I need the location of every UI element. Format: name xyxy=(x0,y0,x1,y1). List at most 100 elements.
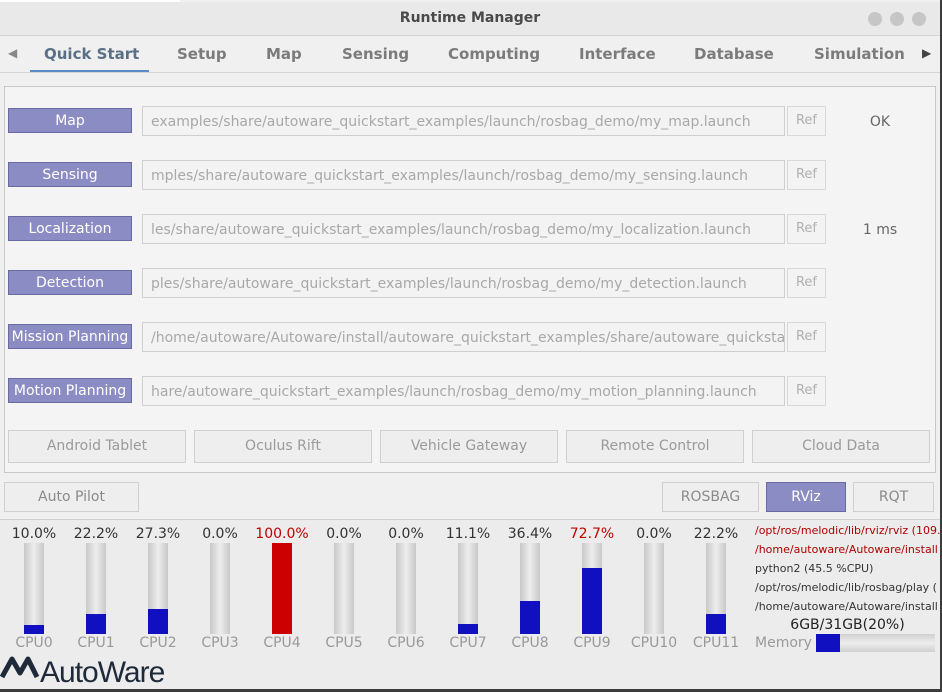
memory-label: Memory xyxy=(755,635,812,651)
cpu-bar-fill xyxy=(458,624,478,634)
tab-setup[interactable]: Setup xyxy=(177,45,227,63)
localization-button[interactable]: Localization xyxy=(8,216,132,241)
cpu-percent: 72.7% xyxy=(562,526,622,542)
tab-simulation[interactable]: Simulation xyxy=(814,45,905,63)
cpu-label: CPU0 xyxy=(4,635,64,651)
cpu-percent: 0.0% xyxy=(376,526,436,542)
cpu-bar-fill xyxy=(148,609,168,634)
cpu-percent: 0.0% xyxy=(314,526,374,542)
cpu-bar xyxy=(582,543,602,634)
cpu-bar xyxy=(334,543,354,634)
motion-planning-path-input[interactable]: hare/autoware_quickstart_examples/launch… xyxy=(142,376,785,406)
tab-interface[interactable]: Interface xyxy=(579,45,656,63)
cpu-percent: 0.0% xyxy=(624,526,684,542)
cpu-label: CPU7 xyxy=(438,635,498,651)
tab-map[interactable]: Map xyxy=(266,45,302,63)
localization-ref-button[interactable]: Ref xyxy=(787,214,826,244)
process-line: python2 (45.5 %CPU) xyxy=(755,562,940,575)
cpu-label: CPU5 xyxy=(314,635,374,651)
cpu-bar-fill xyxy=(520,601,540,634)
rqt-button[interactable]: RQT xyxy=(853,482,934,512)
rviz-button[interactable]: RViz xyxy=(766,482,846,512)
cpu-bar xyxy=(210,543,230,634)
cpu-label: CPU4 xyxy=(252,635,312,651)
cpu-percent: 22.2% xyxy=(66,526,126,542)
cpu-percent: 22.2% xyxy=(686,526,746,542)
mission-planning-path-input[interactable]: /home/autoware/Autoware/install/autoware… xyxy=(142,322,785,352)
memory-bar xyxy=(816,634,935,652)
active-tab-indicator xyxy=(30,70,149,72)
android-tablet-button[interactable]: Android Tablet xyxy=(8,430,186,463)
cpu-bar-fill xyxy=(86,614,106,634)
logo-text: AutoWare xyxy=(40,656,165,688)
cpu-bar-fill xyxy=(24,625,44,634)
detection-ref-button[interactable]: Ref xyxy=(787,268,826,298)
cpu-percent: 11.1% xyxy=(438,526,498,542)
vehicle-gateway-button[interactable]: Vehicle Gateway xyxy=(380,430,558,463)
sensing-ref-button[interactable]: Ref xyxy=(787,160,826,190)
cpu-bar xyxy=(272,543,292,634)
scroll-left-icon[interactable]: ◀ xyxy=(8,46,17,60)
cpu-label: CPU9 xyxy=(562,635,622,651)
process-line: /home/autoware/Autoware/install xyxy=(755,543,940,556)
autoware-logo: AutoWare xyxy=(0,651,186,688)
title-bar: Runtime Manager xyxy=(0,2,940,36)
mission-planning-button[interactable]: Mission Planning xyxy=(8,324,132,349)
tab-quick-start[interactable]: Quick Start xyxy=(44,45,139,63)
cpu-bar xyxy=(644,543,664,634)
cpu-percent: 36.4% xyxy=(500,526,560,542)
scroll-right-icon[interactable]: ▶ xyxy=(922,46,931,60)
maximize-button[interactable] xyxy=(890,12,904,26)
motion-planning-button[interactable]: Motion Planning xyxy=(8,378,132,403)
cpu-label: CPU6 xyxy=(376,635,436,651)
cpu-label: CPU11 xyxy=(686,635,746,651)
window-title: Runtime Manager xyxy=(0,10,940,26)
mission-planning-ref-button[interactable]: Ref xyxy=(787,322,826,352)
cpu-percent: 27.3% xyxy=(128,526,188,542)
tab-database[interactable]: Database xyxy=(694,45,774,63)
localization-path-input[interactable]: les/share/autoware_quickstart_examples/l… xyxy=(142,214,785,244)
tab-bar: ◀ Quick Start Setup Map Sensing Computin… xyxy=(0,36,940,73)
memory-usage-text: 6GB/31GB(20%) xyxy=(755,617,940,633)
map-ref-button[interactable]: Ref xyxy=(787,106,826,136)
cloud-data-button[interactable]: Cloud Data xyxy=(752,430,930,463)
map-status: OK xyxy=(840,114,920,130)
close-button[interactable] xyxy=(912,12,926,26)
sensing-button[interactable]: Sensing xyxy=(8,162,132,187)
oculus-rift-button[interactable]: Oculus Rift xyxy=(194,430,372,463)
detection-button[interactable]: Detection xyxy=(8,270,132,295)
tab-computing[interactable]: Computing xyxy=(448,45,540,63)
localization-status: 1 ms xyxy=(840,222,920,238)
cpu-label: CPU8 xyxy=(500,635,560,651)
map-path-input[interactable]: examples/share/autoware_quickstart_examp… xyxy=(142,106,785,136)
cpu-bar xyxy=(148,543,168,634)
cpu-bar-fill xyxy=(706,614,726,634)
sensing-path-input[interactable]: mples/share/autoware_quickstart_examples… xyxy=(142,160,785,190)
cpu-label: CPU2 xyxy=(128,635,188,651)
remote-control-button[interactable]: Remote Control xyxy=(566,430,744,463)
cpu-percent: 100.0% xyxy=(252,526,312,542)
cpu-label: CPU1 xyxy=(66,635,126,651)
cpu-percent: 0.0% xyxy=(190,526,250,542)
detection-path-input[interactable]: ples/share/autoware_quickstart_examples/… xyxy=(142,268,785,298)
autoware-logo-mark: AutoWare xyxy=(0,651,186,688)
cpu-bar-fill xyxy=(272,543,292,634)
map-button[interactable]: Map xyxy=(8,108,132,133)
cpu-bar xyxy=(396,543,416,634)
process-line: /home/autoware/Autoware/install xyxy=(755,600,940,613)
cpu-bar xyxy=(520,543,540,634)
cpu-label: CPU10 xyxy=(624,635,684,651)
cpu-bar-fill xyxy=(582,568,602,634)
auto-pilot-button[interactable]: Auto Pilot xyxy=(4,482,139,512)
rosbag-button[interactable]: ROSBAG xyxy=(662,482,759,512)
cpu-bar xyxy=(86,543,106,634)
process-line: /opt/ros/melodic/lib/rviz/rviz (109. xyxy=(755,524,940,537)
motion-planning-ref-button[interactable]: Ref xyxy=(787,376,826,406)
process-line: /opt/ros/melodic/lib/rosbag/play ( xyxy=(755,581,940,594)
cpu-bar xyxy=(706,543,726,634)
minimize-button[interactable] xyxy=(868,12,882,26)
cpu-percent: 10.0% xyxy=(4,526,64,542)
cpu-bar xyxy=(458,543,478,634)
tab-sensing[interactable]: Sensing xyxy=(342,45,409,63)
